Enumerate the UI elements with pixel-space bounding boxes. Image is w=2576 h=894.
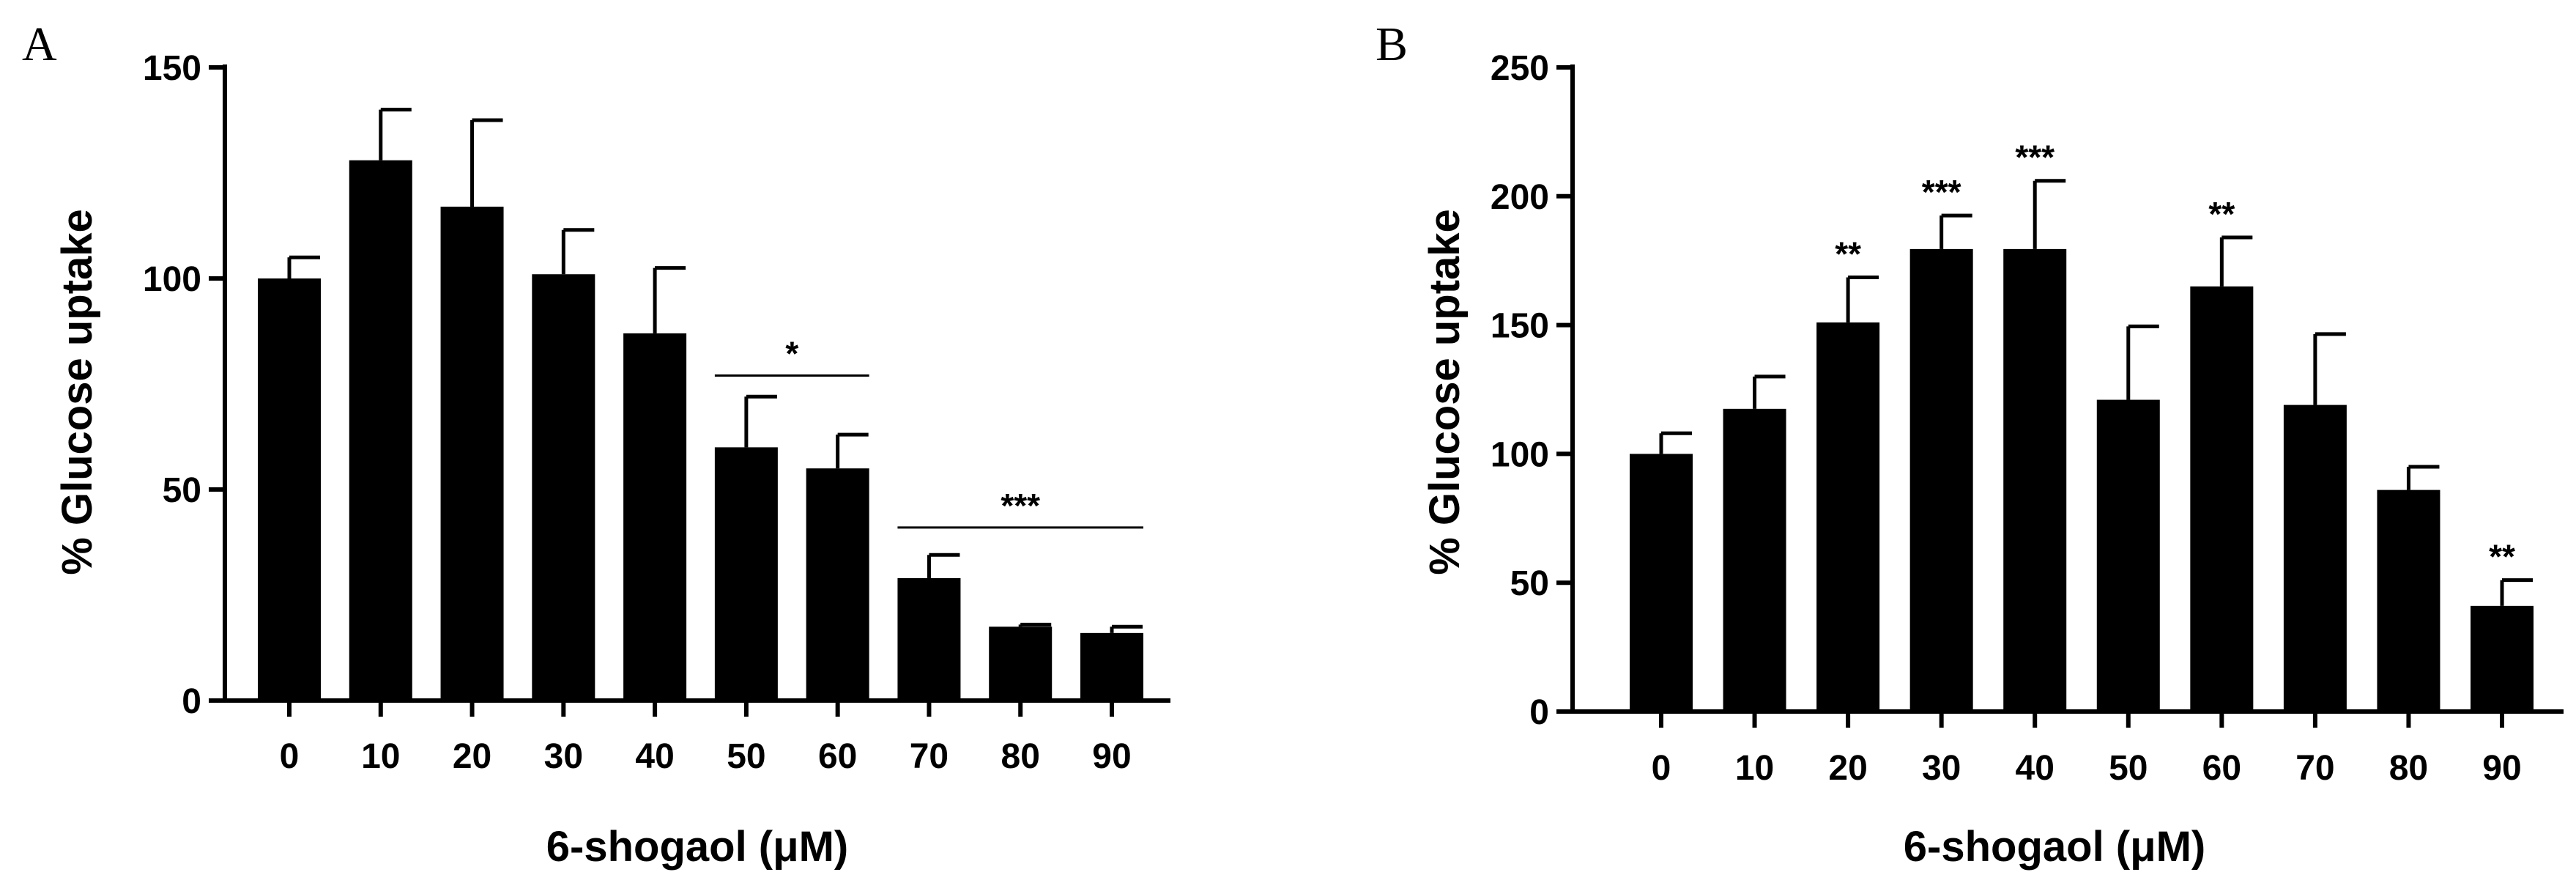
panel-a-significance-label: * xyxy=(785,334,798,372)
panel-a-x-tick-label: 50 xyxy=(727,737,765,776)
panel-a-x-tick-label: 80 xyxy=(1001,737,1040,776)
panel-a-bar xyxy=(806,468,869,701)
panel-b-significance-label: *** xyxy=(2015,138,2055,177)
panel-b-bar xyxy=(2283,404,2347,712)
panel-b-significance-label: *** xyxy=(1922,173,1961,211)
panel-b-x-tick-label: 0 xyxy=(1652,749,1671,788)
panel-a-bar xyxy=(349,160,412,701)
panel-a-y-tick-label: 150 xyxy=(143,49,201,88)
panel-b-bar xyxy=(2190,286,2254,712)
panel-a-y-tick-label: 50 xyxy=(163,471,201,510)
panel-a-bar xyxy=(1080,632,1143,701)
panel-a-x-tick-label: 90 xyxy=(1092,737,1131,776)
panel-b-y-tick-label: 150 xyxy=(1491,307,1549,346)
panel-b-x-tick-label: 70 xyxy=(2295,749,2334,788)
panel-a-x-axis-title: 6-shogaol (μM) xyxy=(546,823,848,871)
panel-b-x-tick-label: 40 xyxy=(2016,749,2055,788)
panel-a-bar xyxy=(258,278,321,701)
panel-a-bar xyxy=(440,207,504,701)
panel-b-x-tick-label: 80 xyxy=(2389,749,2428,788)
panel-b-y-tick-label: 0 xyxy=(1529,693,1549,732)
panel-a-x-tick-label: 30 xyxy=(544,737,583,776)
panel-b-significance-label: ** xyxy=(2208,195,2235,233)
panel-b-x-tick-label: 90 xyxy=(2482,749,2521,788)
panel-a-bar xyxy=(989,627,1053,701)
panel-a-bar xyxy=(623,333,687,701)
panel-b-bar xyxy=(1909,248,1973,712)
panel-b-x-axis-title: 6-shogaol (μM) xyxy=(1904,823,2205,871)
panel-b-bar xyxy=(1816,322,1880,712)
panel-a-y-axis-title: % Glucose uptake xyxy=(53,209,101,575)
panel-b-x-tick-label: 10 xyxy=(1735,749,1774,788)
panel-a-y-tick-label: 100 xyxy=(143,260,201,299)
panel-a-significance-label: *** xyxy=(1001,487,1040,525)
panel-b: B % Glucose uptake 6-shogaol (μM) 050100… xyxy=(1376,18,2564,871)
panel-b-bar xyxy=(2377,490,2440,712)
panel-a-x-tick-label: 70 xyxy=(910,737,949,776)
panel-b-bar xyxy=(2471,605,2534,712)
panel-a-x-tick-label: 0 xyxy=(280,737,300,776)
panel-b-bar xyxy=(2003,248,2067,712)
panel-b-bar xyxy=(1723,408,1786,712)
panel-a-x-tick-label: 20 xyxy=(453,737,491,776)
panel-b-significance-label: ** xyxy=(2489,538,2515,576)
panel-b-y-tick-label: 50 xyxy=(1510,564,1549,603)
panel-b-label: B xyxy=(1376,18,1408,71)
panel-b-x-tick-label: 30 xyxy=(1922,749,1961,788)
panel-a-x-tick-label: 60 xyxy=(818,737,857,776)
panel-a-bar xyxy=(714,447,778,701)
panel-a-bar xyxy=(897,577,961,701)
panel-b-bar xyxy=(2096,399,2160,712)
panel-b-y-tick-label: 250 xyxy=(1491,49,1549,88)
panel-b-x-tick-label: 60 xyxy=(2202,749,2241,788)
panel-b-y-tick-label: 200 xyxy=(1491,178,1549,217)
panel-a-y-tick-label: 0 xyxy=(182,682,201,721)
panel-a: A % Glucose uptake 6-shogaol (μM) 050100… xyxy=(22,18,1170,871)
panel-b-y-tick-label: 100 xyxy=(1491,435,1549,474)
panel-b-x-tick-label: 20 xyxy=(1828,749,1867,788)
panel-b-bar xyxy=(1630,454,1693,712)
panel-b-significance-label: ** xyxy=(1835,235,1861,273)
panel-a-x-tick-label: 10 xyxy=(361,737,400,776)
panel-b-x-tick-label: 50 xyxy=(2109,749,2148,788)
panel-a-label: A xyxy=(22,18,57,71)
panel-a-x-tick-label: 40 xyxy=(635,737,674,776)
panel-b-y-axis-title: % Glucose uptake xyxy=(1421,209,1469,575)
panel-a-bar xyxy=(532,274,595,701)
